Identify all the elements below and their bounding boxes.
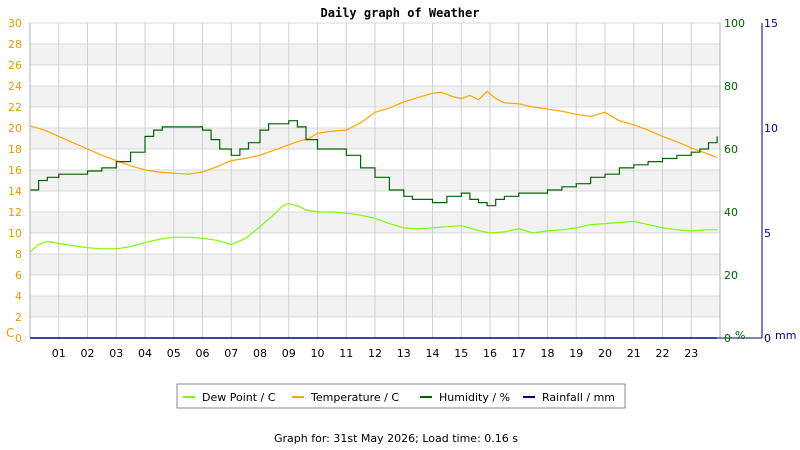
x-tick-label: 22 [656, 347, 670, 360]
y-right-tick-label: 10 [764, 122, 778, 135]
x-tick-label: 06 [196, 347, 210, 360]
x-tick-label: 01 [52, 347, 66, 360]
x-tick-label: 07 [224, 347, 238, 360]
x-tick-label: 20 [598, 347, 612, 360]
y-right-tick-label: 15 [764, 17, 778, 30]
series-line-humidity [30, 120, 718, 207]
y-middle-tick-label: 0 [724, 332, 731, 345]
x-tick-label: 19 [569, 347, 583, 360]
y-left-tick-label: 22 [8, 101, 22, 114]
legend-box [176, 383, 626, 409]
x-tick-label: 23 [684, 347, 698, 360]
x-tick-label: 10 [311, 347, 325, 360]
x-tick-label: 16 [483, 347, 497, 360]
x-tick-label: 21 [627, 347, 641, 360]
x-tick-label: 08 [253, 347, 267, 360]
x-tick-label: 14 [426, 347, 440, 360]
x-tick-label: 15 [454, 347, 468, 360]
series-line-dew-point [29, 202, 718, 253]
y-middle-tick-label: 20 [724, 269, 738, 282]
x-tick-label: 09 [282, 347, 296, 360]
y-left-tick-label: 10 [8, 227, 22, 240]
legend-label-rainfall: Rainfall / mm [542, 391, 615, 404]
y-left-tick-label: 28 [8, 38, 22, 51]
x-tick-label: 18 [541, 347, 555, 360]
y-left-tick-label: 20 [8, 122, 22, 135]
y-left-tick-label: 0 [15, 332, 22, 345]
x-tick-label: 05 [167, 347, 181, 360]
chart-title: Daily graph of Weather [321, 6, 480, 20]
x-tick-label: 13 [397, 347, 411, 360]
series-line-temperature [29, 90, 718, 175]
legend: Dew Point / C Temperature / C Humidity / %… [176, 383, 626, 409]
y-right-unit: mm [775, 329, 796, 342]
tick-labels: 01 02 03 04 05 06 07 08 09 10 11 12 13 14 15 16 17 18 19 20… [8, 17, 778, 360]
y-left-tick-label: 26 [8, 59, 22, 72]
y-left-tick-label: 14 [8, 185, 22, 198]
y-left-tick-label: 16 [8, 164, 22, 177]
y-middle-tick-label: 40 [724, 206, 738, 219]
y-middle-tick-label: 60 [724, 143, 738, 156]
y-middle-unit: % [735, 329, 745, 342]
y-right-tick-label: 0 [764, 332, 771, 345]
y-left-tick-label: 6 [15, 269, 22, 282]
grid [30, 22, 720, 339]
y-middle-tick-label: 100 [724, 17, 745, 30]
legend-label-dew-point: Dew Point / C [202, 391, 276, 404]
y-left-tick-label: 24 [8, 80, 22, 93]
legend-label-temperature: Temperature / C [310, 391, 399, 404]
y-left-tick-label: 8 [15, 248, 22, 261]
axes [29, 23, 763, 339]
y-left-tick-label: 2 [15, 311, 22, 324]
y-left-tick-label: 18 [8, 143, 22, 156]
x-tick-label: 12 [368, 347, 382, 360]
y-left-tick-label: 12 [8, 206, 22, 219]
x-tick-label: 17 [512, 347, 526, 360]
x-tick-label: 04 [138, 347, 152, 360]
y-middle-tick-label: 80 [724, 80, 738, 93]
y-left-tick-label: 30 [8, 17, 22, 30]
legend-label-humidity: Humidity / % [439, 391, 510, 404]
y-left-unit: C [6, 326, 14, 340]
y-left-tick-label: 4 [15, 290, 22, 303]
y-right-tick-label: 5 [764, 227, 771, 240]
footer-text: Graph for: 31st May 2026; Load time: 0.1… [274, 432, 518, 445]
x-tick-label: 02 [81, 347, 95, 360]
x-tick-label: 11 [339, 347, 353, 360]
x-tick-label: 03 [109, 347, 123, 360]
